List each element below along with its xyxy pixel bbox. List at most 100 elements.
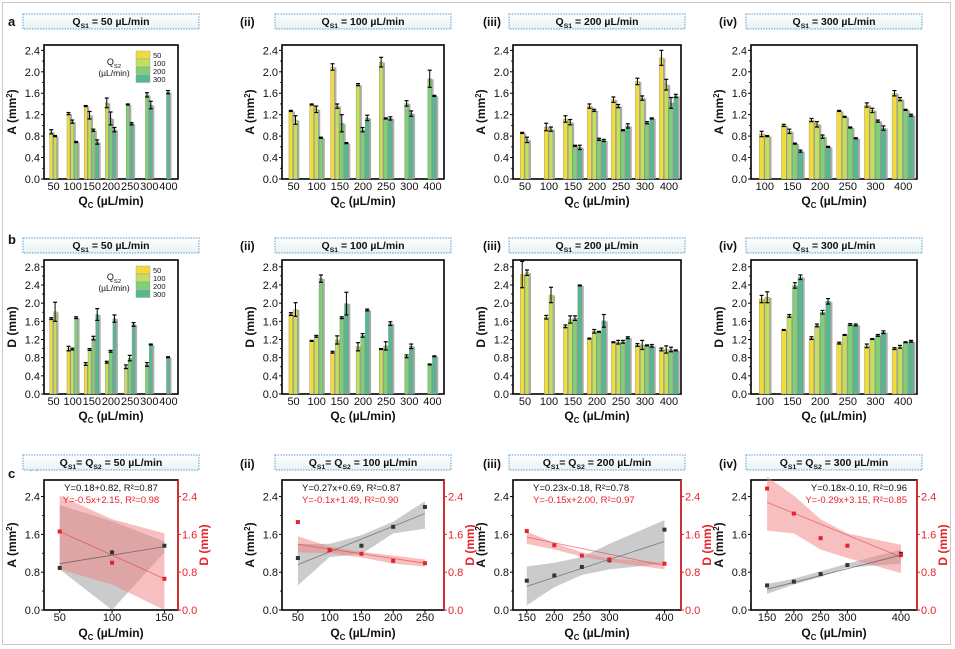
bar-group-300 — [864, 102, 888, 180]
bar-100 — [87, 115, 92, 180]
x-tick-label: 150 — [331, 396, 349, 408]
bar-100 — [640, 344, 645, 395]
bar-50 — [587, 338, 592, 395]
bar-200 — [668, 349, 674, 395]
bar-200 — [792, 285, 798, 395]
bar-200 — [404, 103, 409, 180]
confidence-band-A — [297, 501, 425, 586]
y-tick-label: 2.4 — [732, 45, 747, 57]
y-tick-label: 0.8 — [263, 353, 278, 365]
bar-100 — [314, 109, 319, 180]
chart-c-ii: (ii) QS1= QS2 = 100 µL/min 0.0 0.8 1.6 2.4 A (… — [240, 454, 477, 642]
bar-50 — [330, 352, 335, 395]
bar-group-200 — [104, 97, 118, 180]
bar-200 — [360, 129, 365, 180]
legend-label: 300 — [153, 290, 166, 299]
x-tick-label: 250 — [377, 396, 395, 408]
bar-200 — [126, 104, 130, 180]
y-tick-label: 0.4 — [263, 371, 278, 383]
y-tick-label: 0.4 — [25, 371, 40, 383]
bar-100 — [764, 135, 770, 180]
x-axis-label: QC (µL/min) — [330, 194, 395, 210]
x-tick-label: 300 — [866, 181, 884, 193]
bar-group-300 — [635, 77, 656, 180]
panel-numeral: (iii) — [483, 239, 501, 253]
bar-50 — [563, 326, 568, 395]
data-point-D — [327, 547, 332, 552]
bar-200 — [644, 122, 650, 180]
bar-group-250 — [123, 322, 138, 395]
bar-100 — [70, 121, 75, 180]
legend-swatch-300 — [135, 74, 151, 83]
bar-100 — [124, 366, 128, 395]
bar-300 — [365, 117, 370, 180]
x-tick-label: 200 — [102, 181, 120, 193]
y2-tick-label: 0.8 — [448, 567, 463, 579]
y-tick-label: 0.8 — [494, 353, 509, 365]
legend-swatch-200 — [135, 66, 151, 75]
bar-group-150 — [83, 104, 101, 180]
x-tick-label: 200 — [811, 396, 829, 408]
y2-tick-label: 0.8 — [182, 567, 197, 579]
fit-line-D — [59, 531, 165, 580]
bar-50 — [288, 313, 293, 395]
plot-frame — [750, 44, 918, 180]
x-tick-label: 250 — [121, 396, 139, 408]
y-tick-label: 0.8 — [25, 131, 40, 143]
chart-title: QS1 = 200 µL/min — [556, 240, 639, 254]
equation-A: Y=0.18x-0.10, R²=0.96 — [811, 483, 907, 494]
bar-200 — [128, 357, 132, 395]
y-tick-label: 2.0 — [25, 67, 40, 79]
chart-title: QS1 = 50 µL/min — [72, 16, 149, 30]
bar-group-150 — [781, 123, 805, 180]
x-tick-label: 200 — [811, 181, 829, 193]
y-tick-label: 0.8 — [494, 567, 509, 579]
bar-group-100 — [544, 286, 555, 395]
bar-300 — [908, 115, 914, 180]
bar-200 — [572, 317, 578, 395]
y2-tick-label: 1.6 — [448, 529, 463, 541]
bar-300 — [853, 138, 859, 180]
y-tick-label: 2.4 — [494, 45, 509, 57]
y-tick-label: 2.0 — [494, 298, 509, 310]
y2-tick-label: 0.8 — [685, 567, 700, 579]
legend-title: QS2 — [107, 57, 121, 70]
bar-group-300 — [404, 100, 416, 180]
data-point-A — [57, 565, 62, 570]
y-tick-label: 2.4 — [732, 492, 747, 504]
bar-50 — [759, 298, 765, 395]
y2-tick-label: 0.0 — [448, 605, 463, 617]
y-tick-label: 0.8 — [494, 131, 509, 143]
bar-group-200 — [355, 308, 372, 395]
x-tick-label: 50 — [287, 396, 299, 408]
bar-group-50 — [520, 131, 531, 180]
y-axis-label: A (mm2) — [712, 522, 726, 567]
y-tick-label: 1.6 — [263, 316, 278, 328]
x-tick-label: 200 — [785, 612, 803, 624]
x-tick-label: 400 — [894, 181, 912, 193]
bar-100 — [105, 362, 109, 395]
bar-group-250 — [379, 56, 395, 180]
bar-100 — [869, 338, 875, 395]
chart-title-box — [22, 13, 200, 30]
x-tick-label: 50 — [519, 181, 531, 193]
bar-200 — [875, 120, 881, 180]
bar-group-100 — [66, 316, 80, 395]
bar-200 — [360, 335, 365, 395]
equation-D: Y=-0.15x+2.00, R²=0.97 — [533, 495, 635, 506]
x-axis-label: QC (µL/min) — [801, 194, 866, 210]
bar-300 — [409, 346, 414, 395]
data-point-A — [579, 564, 584, 569]
y-tick-label: 0.8 — [25, 567, 40, 579]
y-tick-label: 1.6 — [263, 529, 278, 541]
bar-200 — [902, 342, 909, 395]
bar-200 — [819, 312, 826, 395]
y-tick-label: 1.2 — [25, 334, 40, 346]
data-point-A — [524, 578, 529, 583]
x-tick-label: 250 — [377, 181, 395, 193]
chart-title-box — [745, 454, 923, 471]
bar-100 — [640, 97, 645, 180]
bar-group-100 — [544, 122, 555, 180]
x-tick-label: 250 — [121, 181, 139, 193]
y-tick-label: 1.6 — [732, 88, 747, 100]
